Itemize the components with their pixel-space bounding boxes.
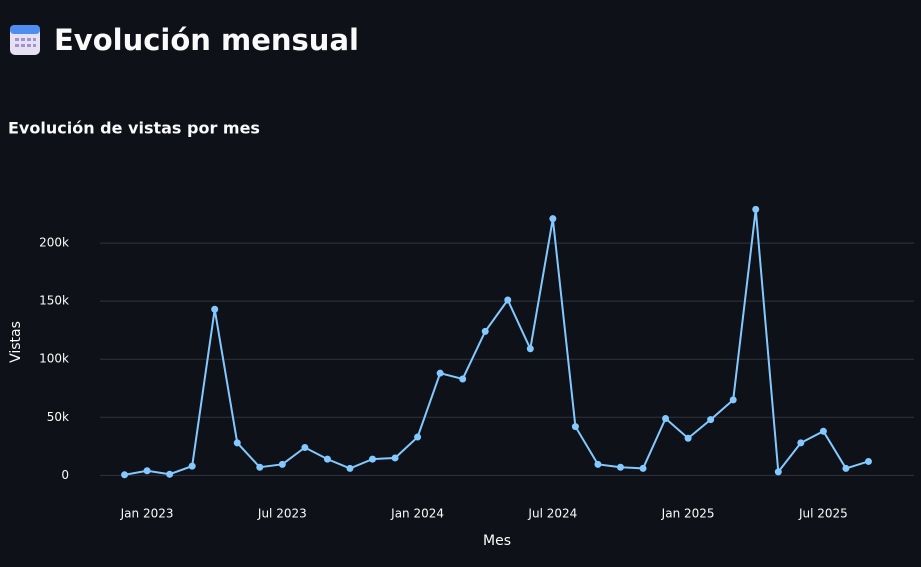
point [369,455,377,463]
point [797,439,805,447]
x-tick-label: Jan 2024 [390,507,444,521]
point [211,305,219,313]
point [864,457,872,465]
point [616,463,624,471]
point [729,396,737,404]
y-tick-label: 150k [39,294,69,308]
point [819,427,827,435]
point [662,414,670,422]
x-tick-label: Jan 2025 [661,507,715,521]
point [774,468,782,476]
x-tick-label: Jul 2025 [798,507,848,521]
point [323,455,331,463]
x-axis-title: Mes [483,533,511,549]
point [188,462,196,470]
line [124,209,869,476]
y-tick-label: 100k [39,352,69,366]
x-tick-label: Jul 2023 [257,507,307,521]
point [278,460,286,468]
point [549,215,557,223]
x-tick-label: Jul 2024 [527,507,577,521]
page-title: Evolución mensual [54,23,359,57]
point [346,464,354,472]
point [526,345,534,353]
point [233,439,241,447]
point [121,471,129,479]
point [639,464,647,472]
calendar-icon [10,25,40,55]
point [594,460,602,468]
point [166,470,174,478]
y-axis-title: Vistas [8,321,24,363]
chart-title: Evolución de vistas por mes [8,119,260,138]
point [752,205,760,213]
point [256,463,264,471]
point [571,423,579,431]
point [436,369,444,377]
point [301,444,309,452]
point [459,375,467,383]
point [707,416,715,424]
point [684,434,692,442]
y-tick-label: 50k [47,410,69,424]
point [504,296,512,304]
point [842,464,850,472]
point [391,454,399,462]
x-tick-label: Jan 2023 [120,507,174,521]
y-tick-label: 0 [61,468,69,482]
point [143,467,151,475]
point [481,327,489,335]
point [414,433,422,441]
y-tick-label: 200k [39,236,69,250]
